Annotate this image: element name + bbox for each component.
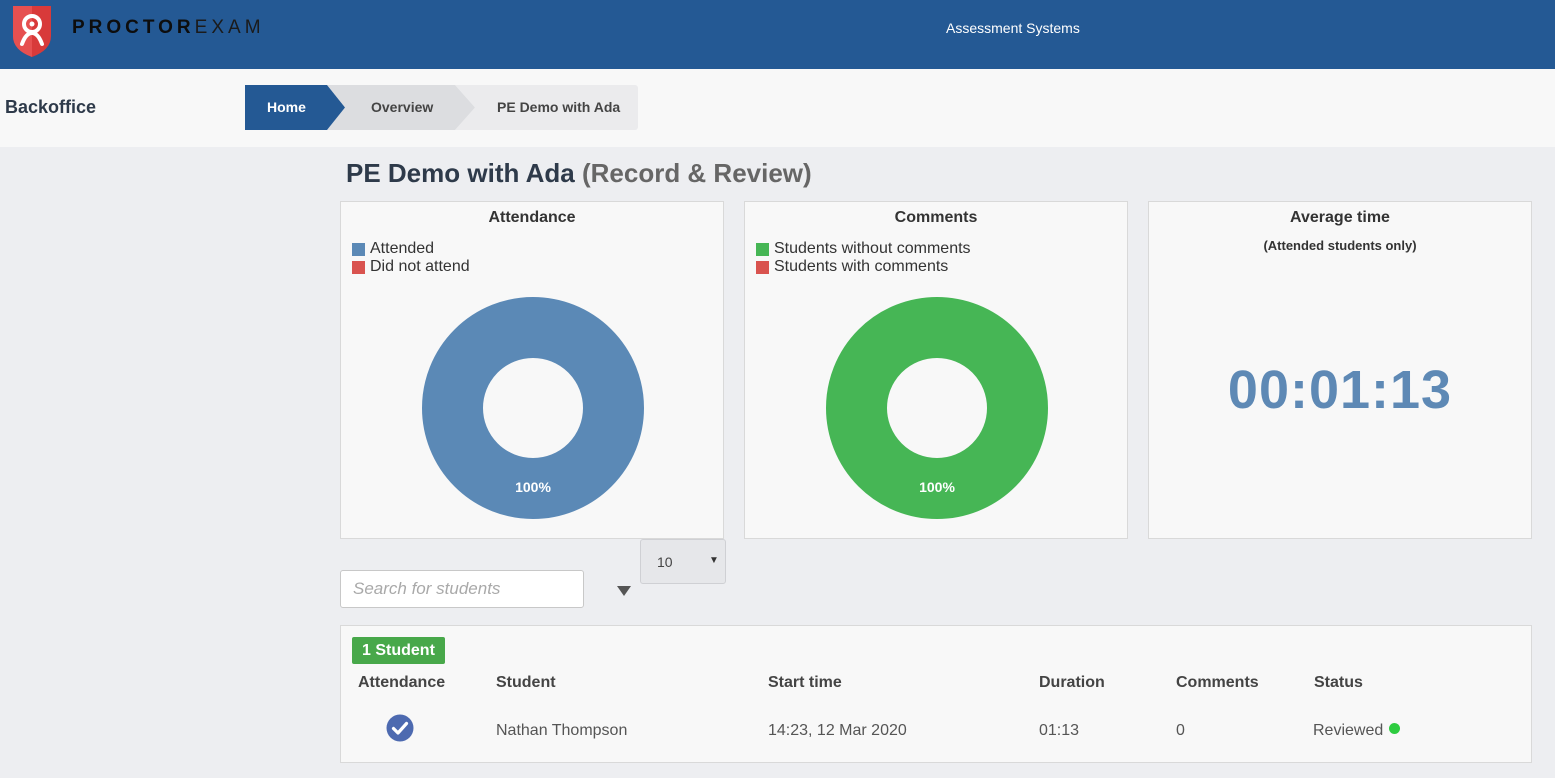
attendance-donut-ring[interactable]: [422, 297, 644, 519]
legend-swatch: [756, 260, 769, 274]
student-search-input[interactable]: [340, 570, 584, 608]
column-header-student[interactable]: Student: [496, 674, 556, 691]
attendance-title: Attendance: [488, 209, 576, 226]
legend-label: Students without comments: [774, 240, 971, 257]
proctorexam-logo-icon[interactable]: [9, 2, 55, 58]
column-header-status[interactable]: Status: [1314, 674, 1363, 691]
legend-label: Attended: [370, 240, 435, 257]
status-dot-icon: [1389, 723, 1401, 734]
page-title: PE Demo with Ada (Record & Review): [346, 158, 812, 189]
column-header-comments[interactable]: Comments: [1176, 674, 1259, 691]
comments-panel: Comments Students without comments Stude…: [744, 201, 1128, 539]
exam-mode: (Record & Review): [581, 158, 812, 188]
chevron-down-icon: ▼: [709, 555, 719, 566]
column-header-attendance[interactable]: Attendance: [358, 674, 446, 691]
student-name[interactable]: Nathan Thompson: [496, 722, 628, 739]
students-table: 1 Student Attendance Student Start time …: [340, 625, 1532, 763]
duration: 01:13: [1039, 722, 1080, 739]
breadcrumb-home[interactable]: Home: [245, 85, 345, 130]
comments-count: 0: [1176, 722, 1185, 739]
column-header-duration[interactable]: Duration: [1039, 674, 1105, 691]
breadcrumb-current-exam: PE Demo with Ada: [455, 85, 638, 130]
status-cell: Reviewed: [1313, 722, 1401, 740]
comments-donut-chart: 100%: [826, 297, 1048, 519]
legend-item-attended[interactable]: Attended: [352, 240, 470, 258]
legend-item-did-not-attend[interactable]: Did not attend: [352, 258, 470, 276]
average-time-value: 00:01:13: [1227, 360, 1453, 420]
organization-name: Assessment Systems: [946, 20, 1080, 36]
average-time-panel: Average time (Attended students only) 00…: [1148, 201, 1532, 539]
attendance-legend: Attended Did not attend: [352, 240, 470, 276]
average-time-subtitle: (Attended students only): [1263, 238, 1417, 253]
exam-title: PE Demo with Ada: [346, 158, 575, 188]
comments-donut-ring[interactable]: [826, 297, 1048, 519]
top-bar: PROCTOREXAM Assessment Systems: [0, 0, 1555, 69]
comments-legend: Students without comments Students with …: [756, 240, 971, 276]
legend-swatch: [756, 242, 769, 256]
status-text: Reviewed: [1313, 722, 1384, 739]
legend-label: Did not attend: [370, 258, 470, 275]
page-size-select[interactable]: 10 ▼: [640, 539, 726, 584]
section-title: Backoffice: [5, 97, 97, 117]
brand-name-bold: PROCTOR: [72, 17, 195, 38]
attended-check-icon: [386, 714, 414, 742]
average-time-title: Average time: [1290, 209, 1390, 226]
brand-name[interactable]: PROCTOREXAM: [72, 17, 265, 39]
comments-donut-label: 100%: [919, 479, 955, 495]
attendance-donut-chart: 100%: [422, 297, 644, 519]
legend-label: Students with comments: [774, 258, 949, 275]
column-header-start-time[interactable]: Start time: [768, 674, 842, 691]
legend-item-without-comments[interactable]: Students without comments: [756, 240, 971, 258]
breadcrumb-bar: Backoffice Home Overview PE Demo with Ad…: [0, 69, 1555, 147]
start-time: 14:23, 12 Mar 2020: [768, 722, 907, 739]
page-size-value: 10: [657, 554, 673, 570]
filter-dropdown-icon[interactable]: [617, 586, 631, 596]
brand-name-light: EXAM: [194, 17, 265, 38]
comments-title: Comments: [894, 209, 978, 226]
legend-item-with-comments[interactable]: Students with comments: [756, 258, 971, 276]
breadcrumb-overview[interactable]: Overview: [327, 85, 475, 130]
attendance-panel: Attendance Attended Did not attend 100%: [340, 201, 724, 539]
legend-swatch: [352, 260, 365, 274]
student-count-badge: 1 Student: [352, 637, 445, 664]
attendance-donut-label: 100%: [515, 479, 551, 495]
legend-swatch: [352, 242, 365, 256]
